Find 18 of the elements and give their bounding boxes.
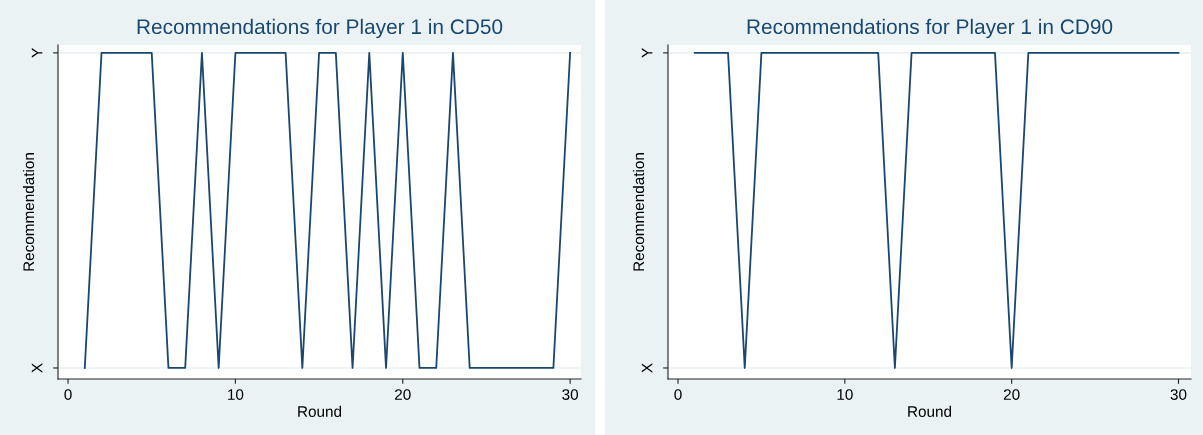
chart-title: Recommendations for Player 1 in CD50 [137, 18, 503, 39]
y-axis-title: Recommendation [632, 153, 645, 271]
x-tick-label: 30 [562, 389, 579, 400]
x-tick-label: 30 [1170, 389, 1187, 400]
x-tick-label: 0 [64, 389, 72, 400]
text: Y [641, 48, 653, 58]
x-axis-title: Round [908, 405, 952, 417]
text: X [31, 363, 43, 373]
chart-title: Recommendations for Player 1 in CD90 [747, 18, 1113, 39]
text: X [641, 363, 653, 373]
x-axis-title: Round [298, 405, 342, 417]
text: Y [31, 48, 43, 58]
x-tick-label: 0 [674, 389, 682, 400]
x-tick-label: 10 [837, 389, 853, 400]
x-tick-label: 20 [395, 389, 411, 400]
y-axis-title: Recommendation [22, 153, 35, 271]
x-tick-label: 20 [1003, 389, 1020, 400]
x-tick-label: 10 [228, 389, 244, 400]
